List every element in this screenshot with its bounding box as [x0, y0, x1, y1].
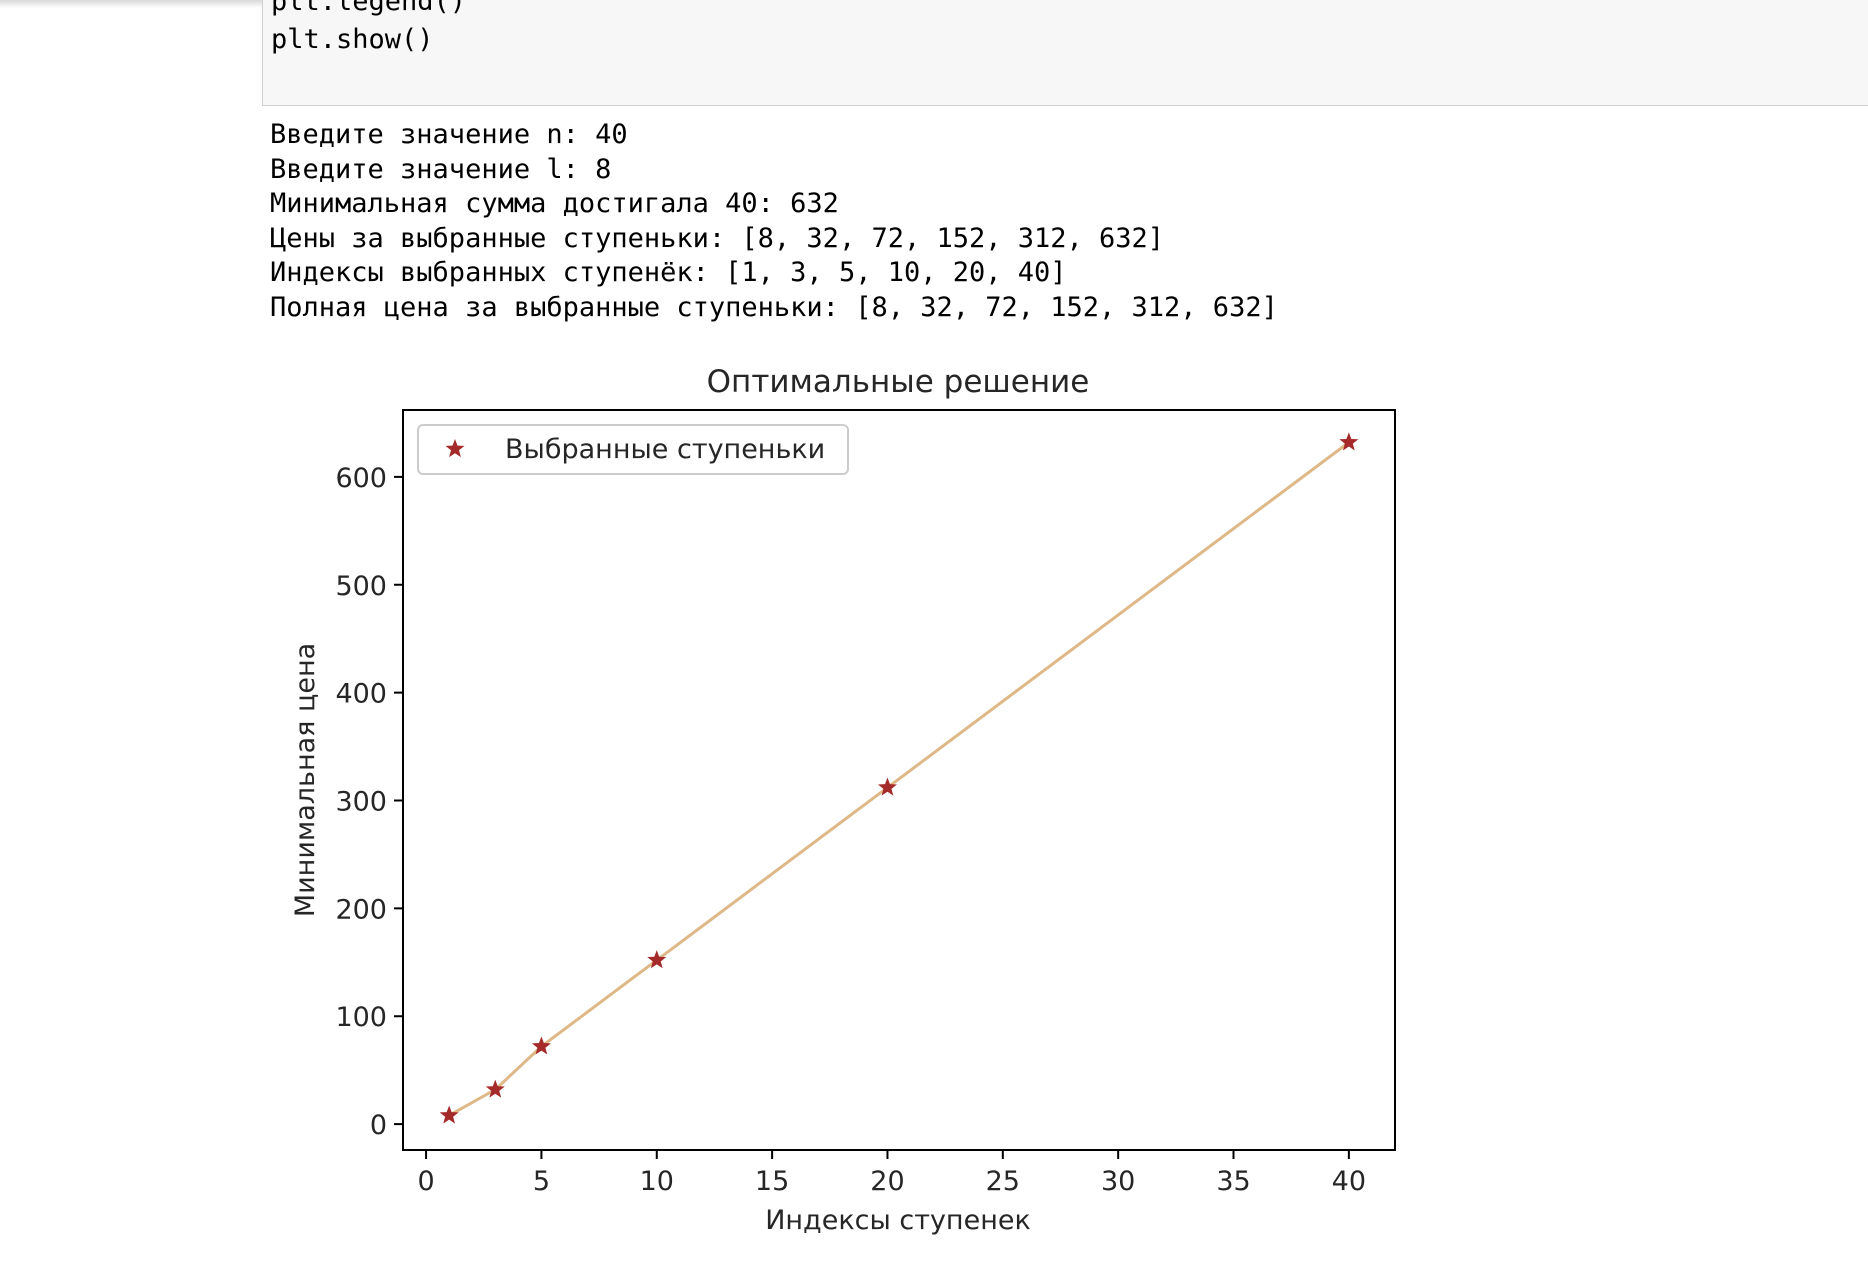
- legend-box: [417, 424, 849, 475]
- x-tick-label: 0: [417, 1166, 434, 1197]
- y-tick-label: 500: [335, 571, 387, 602]
- output-line: Цены за выбранные ступеньки: [8, 32, 72,…: [270, 222, 1165, 254]
- legend-label: Выбранные ступеньки: [505, 434, 825, 465]
- x-tick-label: 5: [533, 1166, 550, 1197]
- output-line: Введите значение l: 8: [270, 153, 612, 185]
- data-point-star: [531, 1036, 551, 1055]
- plot-frame: [402, 409, 1396, 1151]
- y-tick-label: 600: [335, 463, 387, 494]
- output-line: Полная цена за выбранные ступеньки: [8, …: [270, 291, 1278, 323]
- x-axis-label: Индексы ступенек: [765, 1205, 1031, 1236]
- x-tick-label: 35: [1216, 1166, 1250, 1197]
- data-point-star: [647, 950, 667, 969]
- cell-output: Введите значение n: 40 Введите значение …: [270, 118, 1278, 325]
- data-point-star: [877, 777, 897, 796]
- y-tick-label: 100: [335, 1002, 387, 1033]
- y-tick-label: 400: [335, 679, 387, 710]
- code-line: plt.show(): [271, 24, 434, 55]
- output-line: Введите значение n: 40: [270, 119, 628, 150]
- output-line: Минимальная сумма достигала 40: 632: [270, 188, 839, 219]
- data-point-star: [439, 1105, 459, 1124]
- legend-star: [445, 439, 465, 458]
- x-tick-label: 10: [640, 1166, 674, 1197]
- legend: Выбранные ступеньки: [417, 424, 849, 475]
- x-tick-label: 20: [870, 1166, 904, 1197]
- code-cell[interactable]: plt.legend() plt.show(): [262, 0, 1868, 106]
- output-line: Индексы выбранных ступенёк: [1, 3, 5, 10…: [270, 257, 1067, 288]
- x-tick-label: 15: [755, 1166, 789, 1197]
- legend-star-marker: [445, 439, 465, 458]
- y-axis-label: Минимальная цена: [290, 643, 321, 917]
- y-tick-label: 0: [370, 1110, 387, 1141]
- series-line: [448, 441, 1350, 1117]
- data-point-star: [485, 1079, 505, 1098]
- x-tick-label: 40: [1332, 1166, 1366, 1197]
- y-tick-label: 300: [335, 786, 387, 817]
- data-point-star: [1339, 432, 1359, 451]
- series-markers: [439, 432, 1359, 1124]
- y-tick-label: 200: [335, 894, 387, 925]
- x-tick-label: 30: [1101, 1166, 1135, 1197]
- chart-title: Оптимальные решение: [707, 364, 1090, 400]
- x-tick-label: 25: [986, 1166, 1020, 1197]
- code-line: plt.legend(): [271, 0, 467, 17]
